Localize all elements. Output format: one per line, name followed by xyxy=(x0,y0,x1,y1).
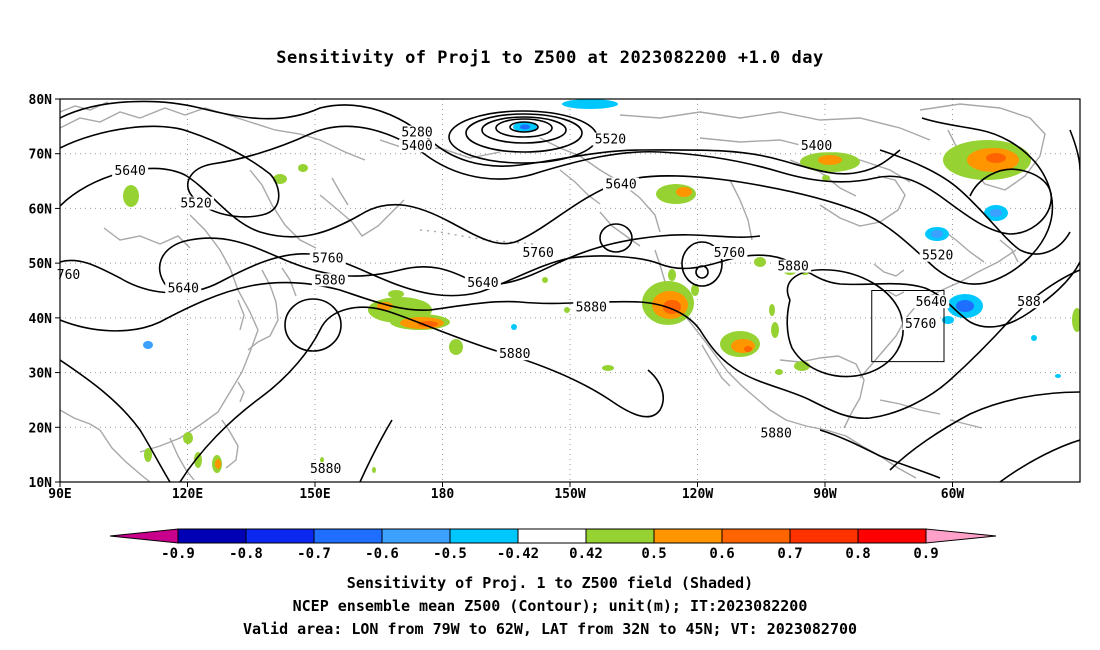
colorbar-swatch xyxy=(313,528,383,544)
contour-label: 5880 xyxy=(310,462,341,477)
contour-label-bg xyxy=(758,426,795,440)
contour-label-bg xyxy=(112,163,149,177)
contour-label-bg xyxy=(592,132,629,146)
lon-tick-label: 120W xyxy=(682,487,713,502)
lon-tick-label: 150W xyxy=(554,487,585,502)
contour-label-bg xyxy=(603,177,639,191)
contour-label: 5880 xyxy=(777,260,808,275)
colorbar-tick-label: -0.8 xyxy=(229,546,263,562)
contour-label-bg xyxy=(309,251,346,265)
colorbar-tick-label: 0.7 xyxy=(777,546,802,562)
grid-lines xyxy=(60,99,1080,482)
lat-tick-label: 40N xyxy=(29,312,53,327)
contour-label-bg xyxy=(464,276,501,290)
contour-label: 5400 xyxy=(401,139,432,154)
contour-label-bg xyxy=(902,317,939,331)
colorbar-swatch xyxy=(381,528,451,544)
lat-tick-label: 10N xyxy=(29,476,53,491)
lat-tick-label: 20N xyxy=(29,421,53,436)
colorbar-tick-label: 0.9 xyxy=(913,546,938,562)
colorbar-swatch xyxy=(857,528,927,544)
caption-valid-area: Valid area: LON from 79W to 62W, LAT fro… xyxy=(242,620,858,638)
contour-label-bg xyxy=(711,245,748,259)
contour-label: 5640 xyxy=(467,276,498,291)
contour-label: 5520 xyxy=(180,197,211,212)
lat-tick-label: 60N xyxy=(29,202,53,217)
contour-label-bg xyxy=(399,139,435,153)
valid-area-box xyxy=(871,290,945,363)
contour-label-bg xyxy=(798,139,835,153)
colorbar-tick-label: 0.8 xyxy=(845,546,870,562)
contour-label: 5520 xyxy=(595,133,626,148)
contour-label: 5520 xyxy=(922,249,953,264)
lat-tick-label: 80N xyxy=(29,93,53,108)
colorbar: -0.9 -0.8 -0.7 -0.6 -0.5 -0.42 0.42 0.5 0.6 0.7 0.… xyxy=(109,528,997,562)
contour-label-bg xyxy=(165,281,202,295)
contour-label: 5640 xyxy=(605,178,636,193)
map-title: Sensitivity of Proj1 to Z500 at 20230822… xyxy=(276,48,824,68)
contour-label: 5760 xyxy=(522,246,553,261)
lon-tick-label: 60W xyxy=(941,487,965,502)
contour-label-bg xyxy=(178,196,214,210)
contour-label: 5760 xyxy=(714,246,745,261)
contour-label-bg xyxy=(54,267,83,281)
contour-label: 588 xyxy=(1017,295,1040,310)
contour-label: 5640 xyxy=(916,295,947,310)
contour-label: 5760 xyxy=(312,251,343,266)
lon-tick-label: 90E xyxy=(48,487,71,502)
lat-tick-label: 70N xyxy=(29,148,53,163)
contour-label: 760 xyxy=(57,268,80,283)
colorbar-tick-label: 0.5 xyxy=(641,546,666,562)
colorbar-tick-label: 0.42 xyxy=(569,546,603,562)
lon-tick-label: 120E xyxy=(172,487,203,502)
colorbar-swatch xyxy=(721,528,791,544)
colorbar-tick-label: -0.6 xyxy=(365,546,399,562)
colorbar-tick-label: -0.5 xyxy=(433,546,467,562)
caption-shading: Sensitivity of Proj. 1 to Z500 field (Sh… xyxy=(346,574,754,592)
contour-label: 5880 xyxy=(760,426,791,441)
colorbar-swatch xyxy=(585,528,655,544)
contour-label-bg xyxy=(307,462,344,476)
contour-label: 5640 xyxy=(114,164,145,179)
contour-label: 5400 xyxy=(801,139,832,154)
lat-tick-label: 50N xyxy=(29,257,53,272)
colorbar-swatch xyxy=(789,528,859,544)
z500-contours xyxy=(60,100,1080,482)
lon-tick-label: 150E xyxy=(299,487,330,502)
caption-contour: NCEP ensemble mean Z500 (Contour); unit(… xyxy=(292,597,808,615)
lat-tick-label: 30N xyxy=(29,367,53,382)
contour-label: 5760 xyxy=(905,317,936,332)
colorbar-max-extension xyxy=(925,528,997,544)
contour-label-bg xyxy=(520,245,557,259)
colorbar-tick-label: -0.9 xyxy=(161,546,195,562)
colorbar-swatch xyxy=(449,528,519,544)
contour-label-bg xyxy=(775,259,812,273)
colorbar-swatch xyxy=(653,528,723,544)
contour-label-bg xyxy=(919,248,956,262)
colorbar-tick-label: -0.7 xyxy=(297,546,331,562)
contour-label: 5880 xyxy=(314,273,345,288)
contour-label: 5880 xyxy=(499,347,530,362)
colorbar-tick-label: -0.42 xyxy=(497,546,539,562)
colorbar-min-extension xyxy=(109,528,179,544)
contour-label-bg xyxy=(913,295,950,309)
contour-label: 5880 xyxy=(576,301,607,316)
contour-label-bg xyxy=(399,125,435,139)
contour-label-bg xyxy=(1015,295,1043,309)
colorbar-swatch xyxy=(245,528,315,544)
colorbar-tick-label: 0.6 xyxy=(709,546,734,562)
contour-label-bg xyxy=(496,347,533,361)
contour-label-bg xyxy=(573,300,610,314)
colorbar-swatch xyxy=(177,528,247,544)
contour-label-bg xyxy=(311,273,348,287)
colorbar-swatch xyxy=(517,528,587,544)
lon-tick-label: 180 xyxy=(431,487,455,502)
contour-label: 5280 xyxy=(401,126,432,141)
lon-tick-label: 90W xyxy=(813,487,837,502)
contour-label: 5640 xyxy=(168,282,199,297)
